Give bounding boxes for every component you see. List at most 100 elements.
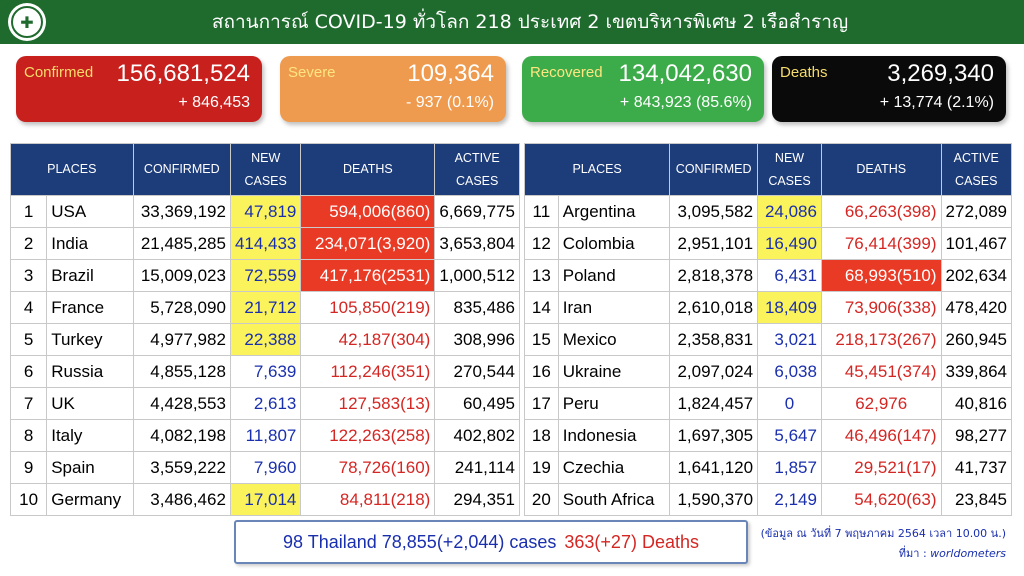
new-cases-header-line2: CASES (768, 173, 811, 188)
table-row: 20 South Africa 1,590,370 2,149 54,620(6… (524, 483, 1012, 516)
active-cell: 272,089 (940, 195, 1012, 228)
new-cases-cell: 22,388 (229, 323, 302, 356)
deaths-cell: 76,414(399) (820, 227, 942, 260)
table-row: 9 Spain 3,559,222 7,960 78,726(160) 241,… (9, 451, 520, 484)
table-row: 10 Germany 3,486,462 17,014 84,811(218) … (9, 483, 520, 516)
deaths-delta: + 13,774 (2.1%) (879, 94, 994, 111)
severe-card: Severe 109,364 - 937 (0.1%) (280, 56, 506, 122)
confirmed-cell: 1,697,305 (669, 419, 759, 452)
place-cell: Germany (46, 483, 134, 516)
deaths-cell: 78,726(160) (300, 451, 436, 484)
new-cases-cell: 17,014 (229, 483, 302, 516)
recovered-label: Recovered (530, 64, 603, 81)
deaths-cell: 84,811(218) (300, 483, 436, 516)
confirmed-cell: 1,590,370 (669, 483, 759, 516)
data-date-note: (ข้อมูล ณ วันที่ 7 พฤษภาคม 2564 เวลา 10.… (760, 527, 1006, 540)
rank-cell: 4 (9, 291, 48, 324)
new-cases-cell: 18,409 (757, 291, 822, 324)
place-cell: Turkey (46, 323, 134, 356)
confirmed-header: CONFIRMED (132, 143, 231, 196)
table-row: 8 Italy 4,082,198 11,807 122,263(258) 40… (9, 419, 520, 452)
rank-cell: 5 (9, 323, 48, 356)
confirmed-cell: 21,485,285 (132, 227, 231, 260)
deaths-label: Deaths (780, 64, 828, 81)
rank-cell: 9 (9, 451, 48, 484)
active-header-line1: ACTIVE (454, 150, 500, 165)
new-cases-cell: 5,647 (757, 419, 822, 452)
severe-delta: - 937 (0.1%) (405, 94, 494, 111)
confirmed-delta: + 846,453 (178, 94, 250, 111)
active-header-line1: ACTIVE (953, 150, 999, 165)
rank-cell: 15 (524, 323, 559, 356)
active-cell: 101,467 (940, 227, 1012, 260)
source-note: ที่มา : worldometers (899, 544, 1006, 562)
deaths-cell: 218,173(267) (820, 323, 942, 356)
place-cell: Iran (557, 291, 671, 324)
confirmed-cell: 3,486,462 (132, 483, 231, 516)
table-row: 19 Czechia 1,641,120 1,857 29,521(17) 41… (524, 451, 1012, 484)
place-cell: France (46, 291, 134, 324)
rank-cell: 11 (524, 195, 559, 228)
deaths-header: DEATHS (300, 143, 436, 196)
new-cases-header-line2: CASES (244, 173, 287, 188)
rank-cell: 13 (524, 259, 559, 292)
table-row: 2 India 21,485,285 414,433 234,071(3,920… (9, 227, 520, 260)
active-cell: 1,000,512 (434, 259, 520, 292)
place-cell: UK (46, 387, 134, 420)
active-cell: 23,845 (940, 483, 1012, 516)
deaths-cell: 42,187(304) (300, 323, 436, 356)
table-row: 12 Colombia 2,951,101 16,490 76,414(399)… (524, 227, 1012, 260)
rank-cell: 6 (9, 355, 48, 388)
places-header: PLACES (10, 143, 134, 196)
table-row: 3 Brazil 15,009,023 72,559 417,176(2531)… (9, 259, 520, 292)
rank-cell: 12 (524, 227, 559, 260)
rank-cell: 1 (9, 195, 48, 228)
deaths-cell: 29,521(17) (820, 451, 942, 484)
thailand-deaths-text: 363(+27) Deaths (564, 531, 699, 552)
rank-cell: 3 (9, 259, 48, 292)
page-title: สถานการณ์ COVID-19 ทั่วโลก 218 ประเทศ 2 … (211, 11, 849, 33)
rank-cell: 7 (9, 387, 48, 420)
confirmed-value: 156,681,524 (116, 60, 250, 87)
rank-cell: 20 (524, 483, 559, 516)
new-cases-cell: 1,857 (757, 451, 822, 484)
active-cell: 402,802 (434, 419, 520, 452)
active-cell: 835,486 (434, 291, 520, 324)
deaths-cell: 234,071(3,920) (300, 227, 436, 260)
active-cell: 478,420 (940, 291, 1012, 324)
place-cell: Spain (46, 451, 134, 484)
place-cell: USA (46, 195, 134, 228)
rank-cell: 2 (9, 227, 48, 260)
active-header: ACTIVE CASES (940, 143, 1012, 196)
deaths-cell: 46,496(147) (820, 419, 942, 452)
new-cases-cell: 7,960 (229, 451, 302, 484)
place-cell: Poland (557, 259, 671, 292)
new-cases-cell: 7,639 (229, 355, 302, 388)
new-cases-cell: 3,021 (757, 323, 822, 356)
rank-cell: 10 (9, 483, 48, 516)
place-cell: Argentina (557, 195, 671, 228)
place-cell: Ukraine (557, 355, 671, 388)
new-cases-cell: 72,559 (229, 259, 302, 292)
deaths-cell: 594,006(860) (300, 195, 436, 228)
deaths-cell: 122,263(258) (300, 419, 436, 452)
new-cases-cell: 24,086 (757, 195, 822, 228)
table-row: 13 Poland 2,818,378 6,431 68,993(510) 20… (524, 259, 1012, 292)
place-cell: Colombia (557, 227, 671, 260)
ministry-seal-icon: ✚ (8, 3, 46, 41)
active-cell: 241,114 (434, 451, 520, 484)
new-cases-cell: 21,712 (229, 291, 302, 324)
place-cell: Brazil (46, 259, 134, 292)
active-header-line2: CASES (955, 173, 998, 188)
confirmed-cell: 2,818,378 (669, 259, 759, 292)
confirmed-cell: 15,009,023 (132, 259, 231, 292)
confirmed-cell: 2,951,101 (669, 227, 759, 260)
confirmed-cell: 5,728,090 (132, 291, 231, 324)
active-cell: 40,816 (940, 387, 1012, 420)
deaths-cell: 105,850(219) (300, 291, 436, 324)
confirmed-cell: 2,610,018 (669, 291, 759, 324)
confirmed-label: Confirmed (24, 64, 94, 81)
rank-cell: 16 (524, 355, 559, 388)
table-row: 18 Indonesia 1,697,305 5,647 46,496(147)… (524, 419, 1012, 452)
active-cell: 260,945 (940, 323, 1012, 356)
